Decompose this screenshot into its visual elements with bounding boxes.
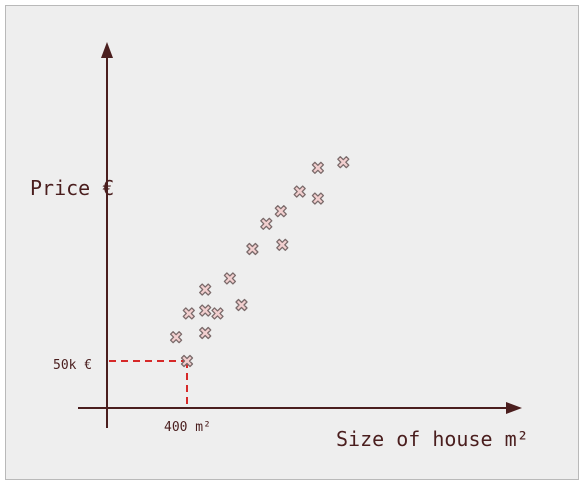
- data-point-14: [293, 185, 306, 198]
- data-point-5: [199, 304, 212, 317]
- data-point-7: [211, 307, 224, 320]
- data-point-16: [311, 161, 325, 174]
- y-reference-label: 50k €: [53, 358, 92, 373]
- data-point-4: [199, 326, 212, 340]
- data-point-3: [182, 307, 195, 320]
- y-axis-label: Price €: [30, 176, 114, 200]
- data-point-15: [311, 192, 325, 205]
- x-axis-label: Size of house m²: [336, 427, 529, 451]
- data-point-12: [276, 238, 289, 251]
- data-point-1: [180, 354, 194, 368]
- y-axis-arrowhead: [101, 42, 113, 58]
- data-point-2: [169, 331, 183, 344]
- axes: [78, 42, 522, 428]
- data-point-9: [235, 298, 248, 312]
- data-point-6: [199, 283, 212, 296]
- data-point-10: [246, 242, 259, 256]
- data-point-11: [260, 217, 273, 230]
- reference-lines: [109, 360, 188, 408]
- data-point-17: [337, 156, 350, 169]
- x-reference-label: 400 m²: [164, 420, 211, 435]
- data-points: [169, 156, 350, 368]
- data-point-13: [274, 205, 287, 218]
- chart-background: [5, 5, 579, 480]
- x-axis-arrowhead: [506, 402, 522, 414]
- data-point-8: [223, 272, 237, 285]
